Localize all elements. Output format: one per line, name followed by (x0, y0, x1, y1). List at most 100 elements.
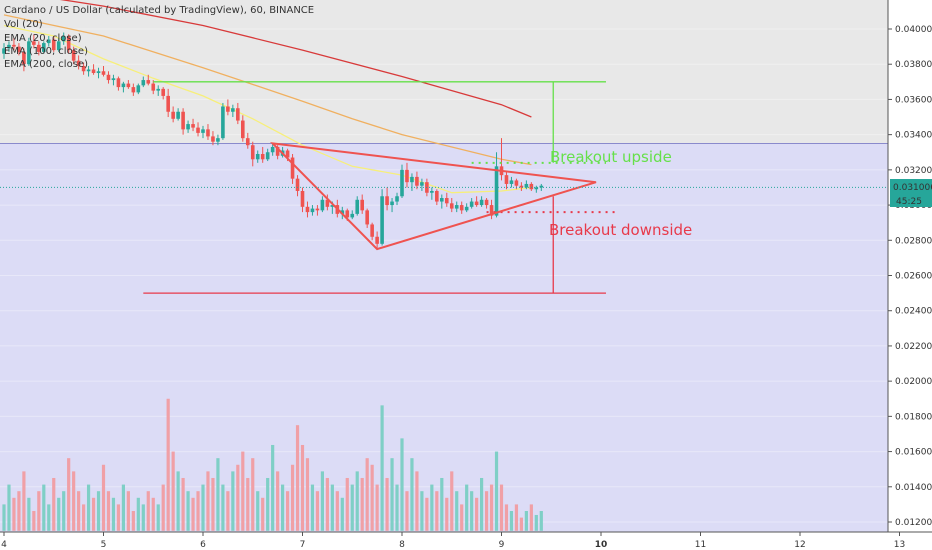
candle-body (390, 201, 394, 206)
volume-bar (365, 458, 369, 531)
candle-body (405, 169, 409, 183)
candle-body (42, 43, 46, 52)
candle-body (449, 203, 454, 209)
candle-body (260, 154, 265, 160)
volume-bar (355, 471, 359, 531)
volume-bar (126, 491, 130, 531)
candle-body (37, 44, 41, 52)
candle-body (156, 88, 161, 91)
candle-body (7, 44, 11, 49)
volume-bar (82, 504, 86, 531)
shade-upper-zone (0, 0, 888, 144)
candle-body (101, 71, 106, 75)
volume-bar (325, 477, 329, 531)
volume-bar (470, 491, 474, 531)
candle-body (56, 41, 61, 51)
volume-bar (305, 458, 310, 531)
candle-body (519, 185, 524, 188)
volume-bar (136, 497, 140, 531)
candle-countdown: 45:25 (896, 197, 922, 207)
volume-bar (480, 477, 484, 531)
volume-bar (77, 491, 81, 531)
candle-body (400, 169, 404, 197)
volume-bar (246, 477, 250, 531)
candle-body (17, 46, 21, 52)
candle-body (444, 198, 449, 204)
volume-bar (206, 471, 210, 531)
volume-bar (201, 484, 205, 531)
candle-body (315, 208, 320, 211)
candle-body (415, 176, 419, 186)
volume-bar (281, 484, 285, 531)
candle-body (191, 124, 195, 128)
candle-body (121, 83, 126, 88)
candle-body (265, 152, 270, 160)
chart-title: Cardano / US Dollar (calculated by Tradi… (4, 5, 314, 16)
candle-body (484, 199, 489, 206)
candle-body (524, 183, 529, 188)
candle-body (201, 129, 205, 133)
candle-body (176, 111, 180, 119)
candle-body (285, 150, 290, 158)
volume-bar (539, 510, 543, 531)
legend-ema200: EMA (200, close) (4, 59, 88, 70)
candle-body (360, 199, 364, 211)
volume-bar (111, 497, 116, 531)
candle-body (534, 187, 539, 190)
volume-bar (430, 484, 434, 531)
candle-body (22, 51, 26, 65)
volume-bar (380, 405, 384, 531)
volume-bar (181, 477, 185, 531)
volume-bar (524, 510, 528, 531)
symmetrical-triangle (269, 142, 597, 251)
candle-body (290, 157, 295, 179)
candle-body (375, 236, 379, 244)
volume-bar (475, 497, 479, 531)
candle-body (464, 206, 469, 211)
candle-body (474, 201, 479, 206)
x-tick-label: 12 (794, 540, 805, 550)
volume-bar (226, 491, 230, 531)
volume-bar (156, 504, 160, 531)
candle-body (420, 182, 424, 186)
legend-ema20: EMA (20, close) (4, 33, 82, 44)
volume-bar (166, 398, 170, 531)
volume-bar (410, 458, 414, 531)
volume-bar (330, 484, 334, 531)
volume-bar (435, 491, 439, 531)
candle-body (146, 80, 151, 84)
volume-bar (7, 484, 11, 531)
volume-bar (241, 451, 245, 531)
candle-body (440, 198, 444, 202)
volume-bar (290, 464, 295, 531)
volume-bar (266, 477, 270, 531)
candle-body (211, 136, 215, 142)
candle-body (345, 210, 350, 218)
volume-bar (509, 510, 514, 531)
volume-bar (360, 477, 364, 531)
volume-bar (191, 497, 195, 531)
x-tick-label: 6 (200, 540, 206, 550)
ema200-line (59, 0, 532, 118)
volume-bar (32, 510, 36, 531)
candle-body (96, 71, 101, 74)
volume-bar (131, 510, 135, 531)
candle-body (504, 175, 509, 184)
candle-body (226, 106, 230, 112)
volume-bar (425, 497, 429, 531)
volume-bar (529, 504, 533, 531)
volume-bar (489, 484, 494, 531)
volume-bar (375, 484, 379, 531)
candle-body (136, 85, 141, 93)
candle-body (171, 111, 175, 119)
volume-bar (67, 458, 71, 531)
